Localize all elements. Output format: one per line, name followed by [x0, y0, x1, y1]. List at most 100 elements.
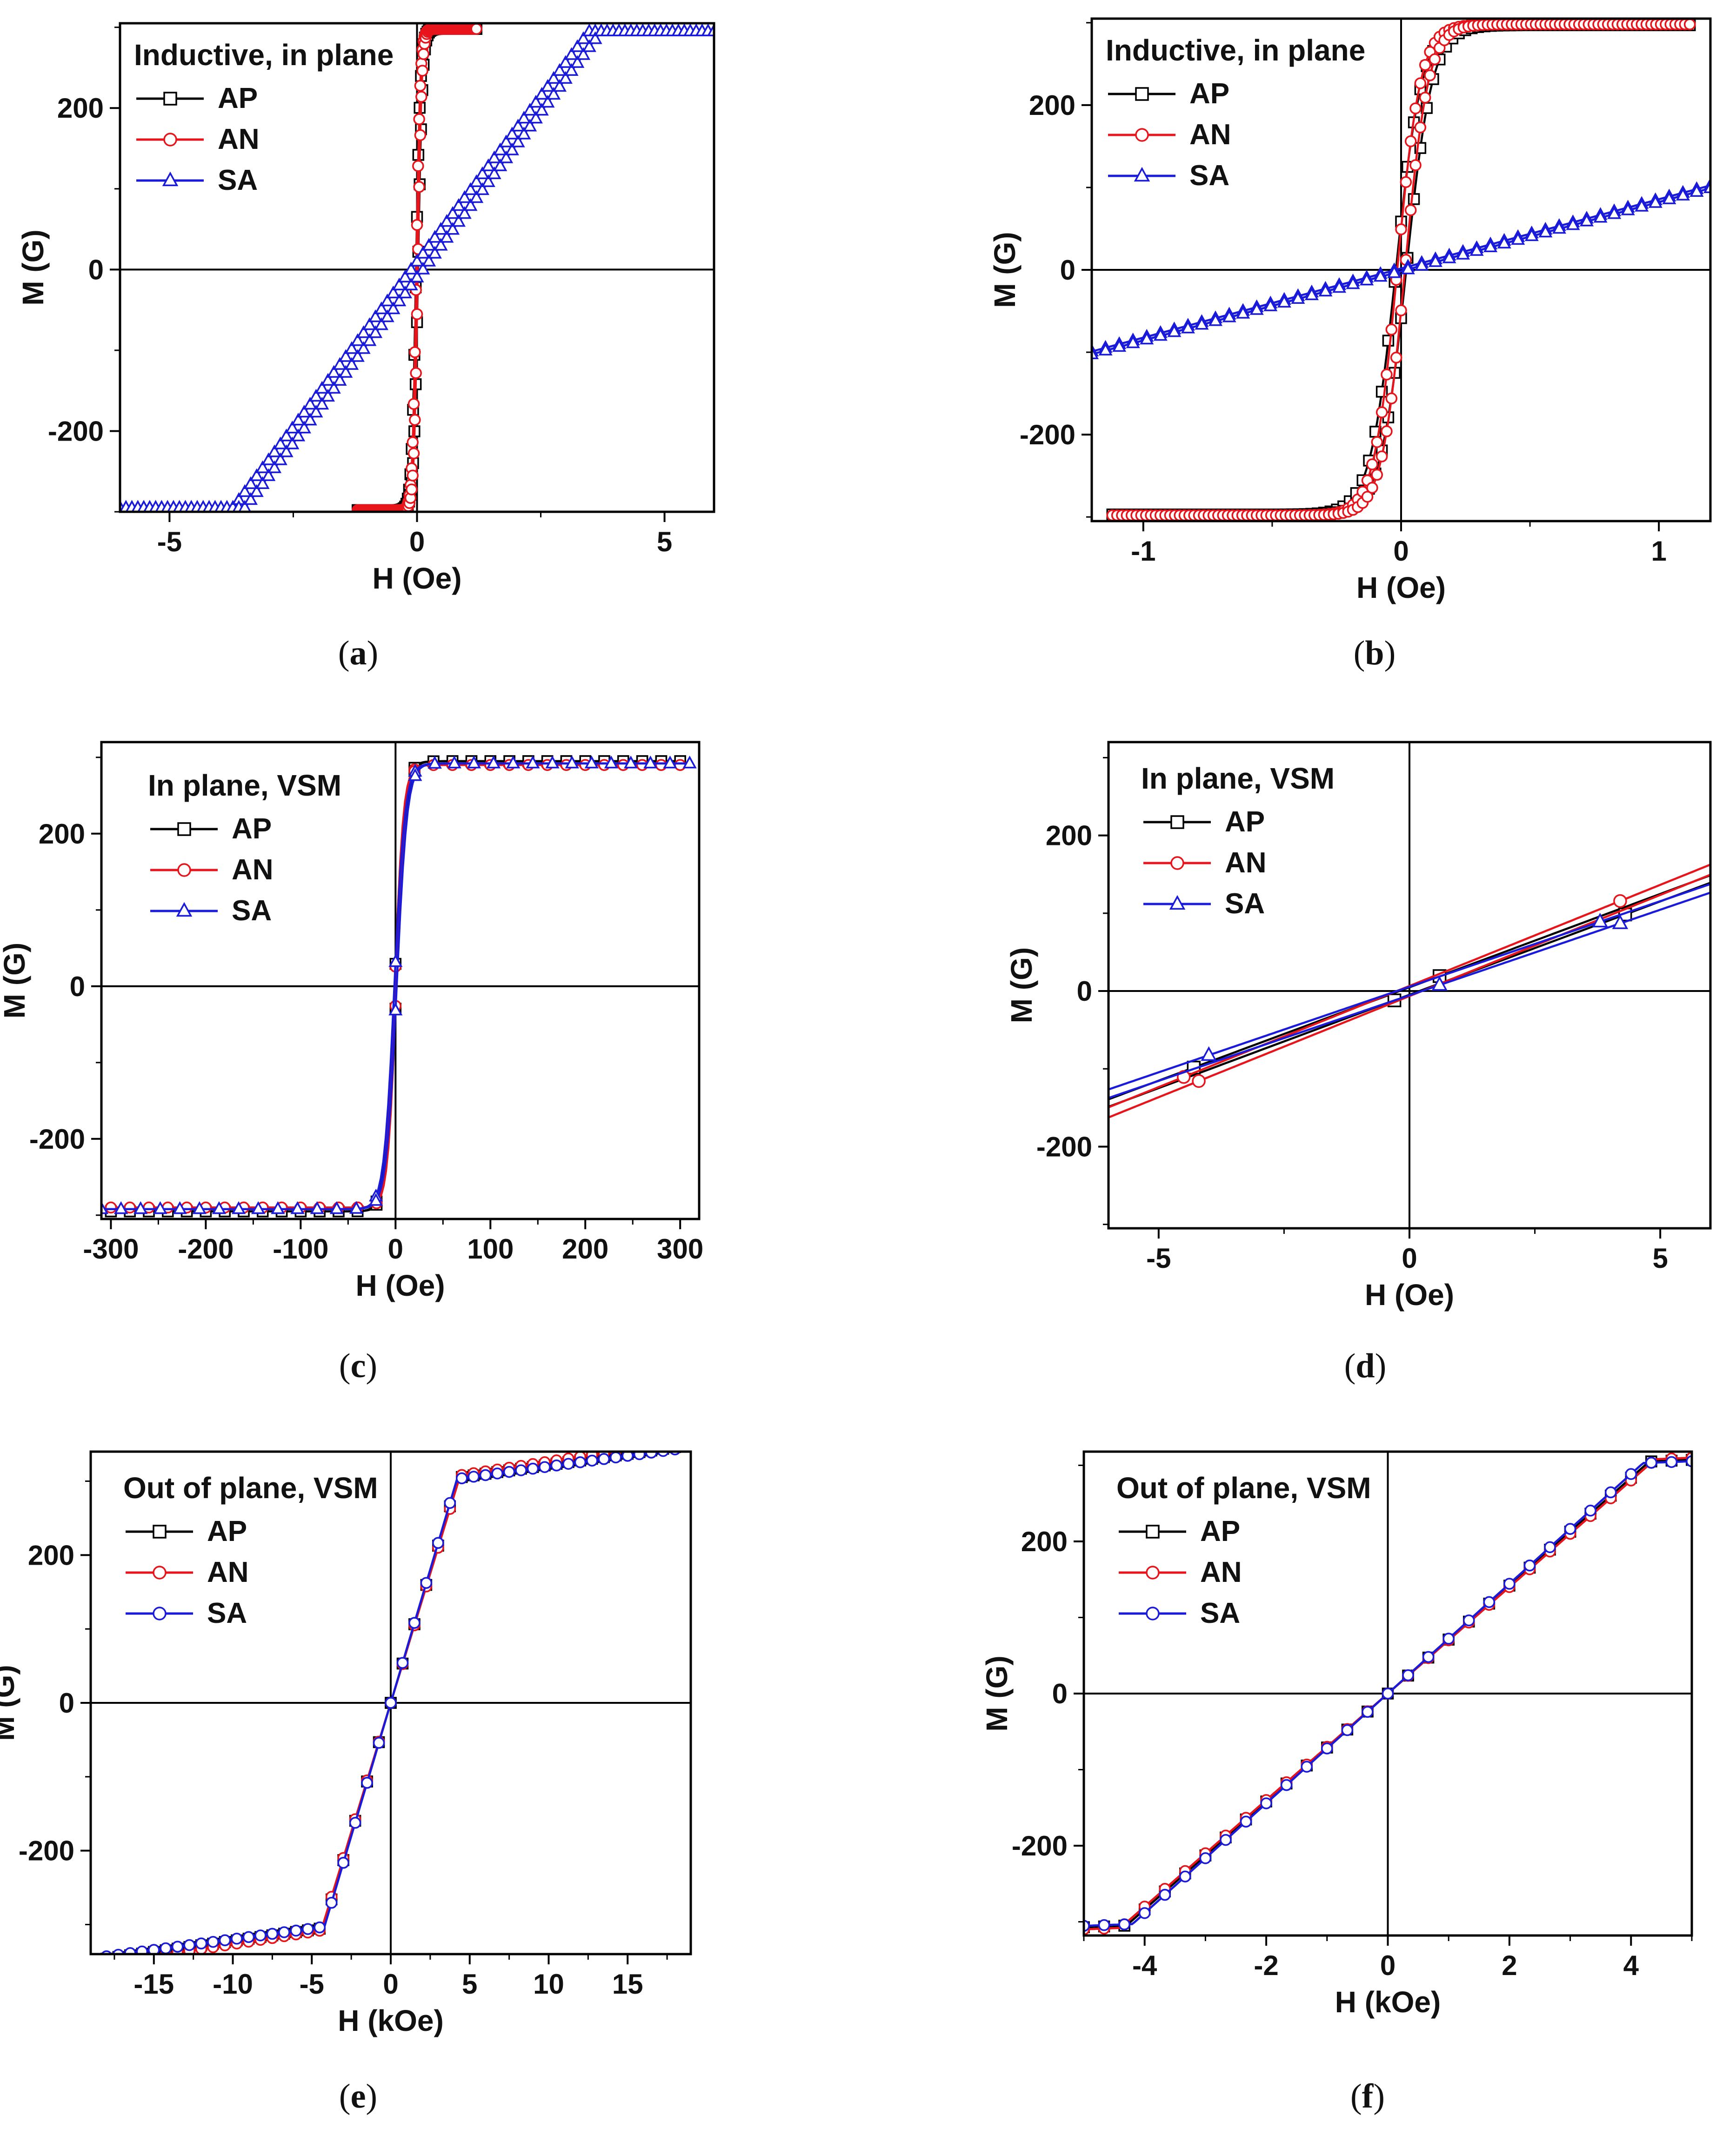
- data-point-sa: [621, 1452, 634, 1462]
- data-point-sa: [1689, 184, 1704, 197]
- y-tick-label: 200: [1046, 820, 1092, 851]
- data-point-sa: [356, 325, 371, 338]
- data-point-sa: [1625, 1468, 1637, 1480]
- data-point-sa: [315, 381, 329, 394]
- data-point-sa: [325, 1896, 338, 1909]
- data-point-sa: [534, 87, 549, 100]
- data-point-sa: [1195, 317, 1209, 330]
- data-point-sa: [588, 31, 602, 44]
- data-point-sa: [251, 1201, 266, 1214]
- data-point-sa: [408, 768, 422, 781]
- data-point-sa: [1159, 1889, 1171, 1901]
- y-tick-label: 200: [1021, 1526, 1068, 1557]
- legend-item-ap: AP: [126, 1515, 247, 1547]
- data-point-sa: [278, 1926, 290, 1938]
- data-point-an: [407, 447, 420, 460]
- circle-marker-icon: [163, 133, 177, 147]
- y-tick-label: -200: [1020, 419, 1075, 450]
- data-point-sa: [1092, 346, 1099, 359]
- data-point-sa: [114, 1201, 128, 1214]
- square-marker-icon: [1170, 815, 1184, 829]
- legend-item-sa: SA: [136, 164, 258, 196]
- data-point-sa: [267, 444, 282, 457]
- data-point-sa: [369, 1193, 383, 1206]
- data-point-sa: [279, 444, 294, 457]
- data-point-an: [414, 80, 427, 92]
- data-point-sa: [427, 230, 442, 243]
- series-line-sa-descending: [1092, 187, 1710, 355]
- data-point-sa: [219, 1934, 231, 1947]
- data-point-sa: [410, 269, 424, 282]
- data-point-sa: [327, 365, 341, 378]
- legend-label: AP: [1189, 78, 1229, 110]
- data-point-sa: [447, 756, 461, 769]
- data-point-sa: [1084, 1920, 1090, 1932]
- circle-marker-icon: [153, 1566, 167, 1580]
- data-point-an: [1613, 894, 1627, 908]
- data-point-sa: [582, 39, 596, 52]
- series-line-sa-descending: [1108, 891, 1710, 1099]
- data-point-sa: [136, 1945, 148, 1954]
- panel-caption: (b): [1354, 634, 1395, 672]
- data-point-sa: [1648, 195, 1663, 208]
- data-point-sa: [1442, 250, 1456, 263]
- data-point-sa: [1112, 339, 1127, 352]
- y-axis-label: M (G): [988, 232, 1022, 308]
- data-point-sa: [344, 341, 359, 354]
- circle-marker-icon: [1170, 856, 1184, 870]
- data-point-sa: [604, 756, 619, 769]
- x-tick-label: 0: [1393, 536, 1409, 567]
- data-point-sa: [1566, 217, 1580, 230]
- data-point-sa: [1442, 1633, 1455, 1645]
- data-point-sa: [1220, 1834, 1232, 1846]
- data-point-an: [1361, 490, 1374, 503]
- data-point-an: [407, 436, 419, 449]
- data-point-sa: [1483, 239, 1498, 252]
- legend-label: AN: [1189, 119, 1231, 151]
- data-point-an: [1366, 482, 1378, 494]
- y-axis-label: M (G): [16, 229, 50, 306]
- plot-frame: [100, 741, 701, 1220]
- data-point-sa: [297, 404, 311, 418]
- data-point-sa: [361, 1777, 373, 1789]
- data-point-sa: [1138, 1907, 1151, 1919]
- square-marker-icon: [163, 92, 177, 106]
- x-tick-label: -1: [1131, 536, 1155, 567]
- data-point-sa: [183, 1939, 195, 1951]
- data-point-sa: [467, 756, 481, 769]
- data-point-sa: [624, 756, 638, 769]
- x-tick-label: 15: [612, 1969, 643, 2000]
- circle-marker-icon: [1135, 128, 1149, 142]
- plot-area: [101, 755, 697, 1218]
- data-point-sa: [249, 468, 264, 481]
- data-point-sa: [669, 1452, 681, 1455]
- y-tick-label: 0: [70, 971, 85, 1002]
- data-point-sa: [481, 158, 495, 171]
- panel-caption: (f): [1350, 2077, 1385, 2116]
- data-point-sa: [134, 1201, 148, 1214]
- legend-item-an: AN: [136, 123, 260, 155]
- x-axis-label: H (Oe): [373, 562, 462, 595]
- data-point-sa: [475, 166, 490, 179]
- data-point-sa: [333, 373, 347, 386]
- data-point-sa: [1098, 342, 1113, 356]
- data-point-an: [1414, 121, 1427, 134]
- x-tick-label: 0: [383, 1969, 398, 2000]
- data-point-sa: [1222, 309, 1236, 322]
- legend-item-an: AN: [1143, 847, 1267, 879]
- data-point-sa: [315, 396, 329, 410]
- data-point-sa: [505, 127, 519, 140]
- legend-item-sa: SA: [126, 1597, 247, 1629]
- data-point-sa: [373, 1737, 385, 1749]
- data-point-sa: [446, 222, 460, 235]
- data-point-sa: [446, 206, 460, 219]
- data-point-an: [125, 1955, 135, 1965]
- legend-item-sa: SA: [1108, 160, 1229, 192]
- data-point-sa: [362, 333, 377, 346]
- data-point-an: [1683, 19, 1696, 31]
- data-point-an: [470, 23, 482, 35]
- data-point-sa: [404, 261, 418, 275]
- triangle-marker-icon: [153, 1607, 167, 1621]
- data-point-sa: [285, 421, 300, 434]
- y-axis-label: M (G): [0, 943, 31, 1019]
